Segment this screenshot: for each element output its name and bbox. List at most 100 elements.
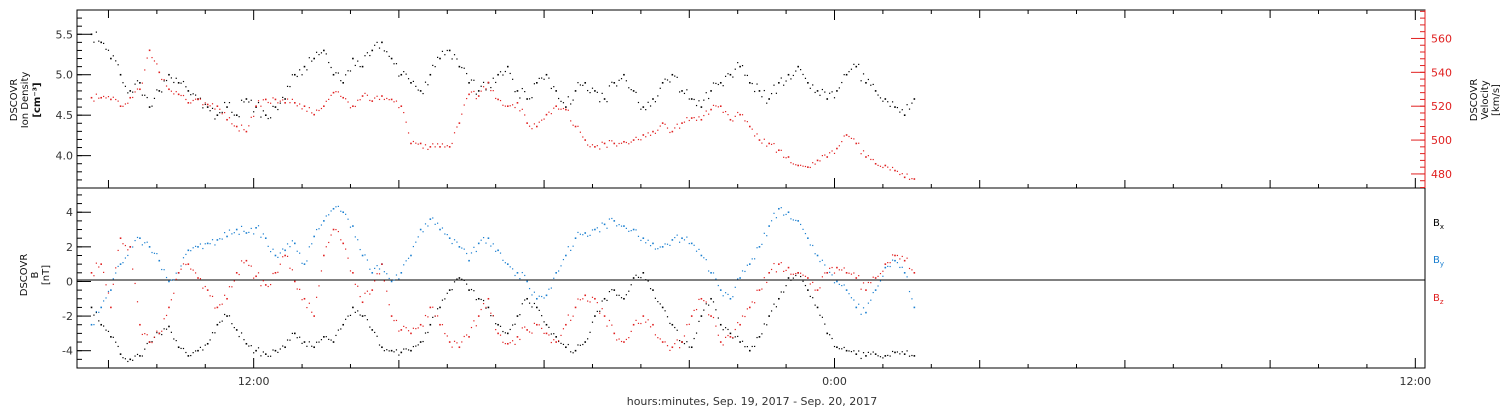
data-point xyxy=(158,90,161,92)
data-point-fill xyxy=(824,154,826,156)
data-point-fill xyxy=(792,74,794,77)
data-point-fill xyxy=(647,101,649,103)
data-point xyxy=(400,351,403,354)
data-point-fill xyxy=(611,324,613,326)
data-point-fill xyxy=(666,243,669,245)
data-point xyxy=(536,297,538,300)
data-point-fill xyxy=(550,287,552,289)
data-point-fill xyxy=(572,99,574,101)
data-point xyxy=(323,254,325,257)
data-point-fill xyxy=(570,351,572,353)
b-ylabel-line2: B xyxy=(30,271,41,278)
data-point-fill xyxy=(829,267,831,269)
data-point-fill xyxy=(422,340,424,343)
data-point xyxy=(584,294,587,297)
data-point-fill xyxy=(635,229,637,231)
data-point-fill xyxy=(899,353,901,355)
data-point-fill xyxy=(625,141,627,144)
data-point-fill xyxy=(214,244,216,246)
data-point-fill xyxy=(809,87,811,89)
data-point xyxy=(294,280,296,283)
data-point-fill xyxy=(441,227,444,229)
data-point-fill xyxy=(163,80,165,82)
data-point-fill xyxy=(640,277,642,279)
data-point xyxy=(739,113,741,116)
data-point-fill xyxy=(267,117,269,120)
data-point-fill xyxy=(456,241,458,243)
data-point-fill xyxy=(194,350,197,352)
data-point xyxy=(632,323,635,326)
data-point-fill xyxy=(173,279,175,281)
data-point-fill xyxy=(209,110,211,112)
data-point-fill xyxy=(553,333,555,335)
data-point-fill xyxy=(804,165,807,168)
data-point-fill xyxy=(790,279,792,281)
data-point xyxy=(294,242,296,245)
data-point-fill xyxy=(253,233,255,235)
data-point-fill xyxy=(589,234,591,236)
data-point-fill xyxy=(289,102,291,104)
data-point-fill xyxy=(800,272,802,274)
data-point xyxy=(671,239,674,241)
data-point xyxy=(574,125,577,128)
data-point-fill xyxy=(308,57,310,59)
time-tick-label: 12:00 xyxy=(1399,375,1431,388)
data-point-fill xyxy=(277,351,279,353)
data-point xyxy=(245,232,248,234)
data-point-fill xyxy=(330,66,332,69)
data-point-fill xyxy=(446,145,448,147)
data-point xyxy=(855,65,858,68)
data-point-fill xyxy=(618,294,620,296)
data-point-fill xyxy=(906,104,908,106)
data-point-fill xyxy=(562,343,565,346)
data-point-fill xyxy=(359,99,361,101)
data-point-fill xyxy=(257,225,260,227)
data-point-fill xyxy=(829,92,831,94)
data-point-fill xyxy=(277,108,279,111)
data-point xyxy=(342,242,345,245)
data-point-fill xyxy=(616,294,618,296)
data-point-fill xyxy=(877,94,879,96)
data-point-fill xyxy=(398,330,400,332)
data-point xyxy=(681,237,683,239)
data-point-fill xyxy=(746,264,748,266)
data-point-fill xyxy=(395,349,398,351)
data-point-fill xyxy=(611,289,613,291)
data-point-fill xyxy=(712,301,715,303)
data-point-fill xyxy=(250,265,252,267)
data-point xyxy=(313,315,315,317)
data-point-fill xyxy=(199,98,202,100)
data-point-fill xyxy=(703,99,705,101)
data-point-fill xyxy=(877,355,879,357)
data-point-fill xyxy=(451,346,453,348)
data-point-fill xyxy=(369,293,371,295)
data-point xyxy=(468,82,470,84)
data-point-fill xyxy=(347,257,349,259)
data-point xyxy=(255,349,257,352)
data-point xyxy=(506,342,509,345)
data-point xyxy=(245,98,248,100)
data-point-fill xyxy=(659,246,661,248)
data-point xyxy=(874,277,877,279)
data-point-fill xyxy=(812,297,814,299)
data-point-fill xyxy=(640,108,642,110)
data-point-fill xyxy=(127,360,129,363)
data-point-fill xyxy=(134,239,136,242)
data-point-fill xyxy=(340,95,342,97)
data-point-fill xyxy=(272,105,274,107)
data-point-fill xyxy=(173,93,175,95)
data-point-fill xyxy=(315,296,318,298)
data-point-fill xyxy=(214,307,216,309)
data-point-fill xyxy=(853,350,855,352)
data-point-fill xyxy=(219,304,221,306)
data-point xyxy=(419,142,422,145)
data-point-fill xyxy=(337,91,339,93)
b-tick-label: -4 xyxy=(62,345,73,358)
data-point-fill xyxy=(383,271,385,273)
data-point-fill xyxy=(773,212,775,214)
data-point-fill xyxy=(533,302,536,305)
data-point-fill xyxy=(804,284,807,287)
data-point-fill xyxy=(541,295,543,298)
data-point-fill xyxy=(272,248,274,250)
data-point xyxy=(110,306,112,309)
